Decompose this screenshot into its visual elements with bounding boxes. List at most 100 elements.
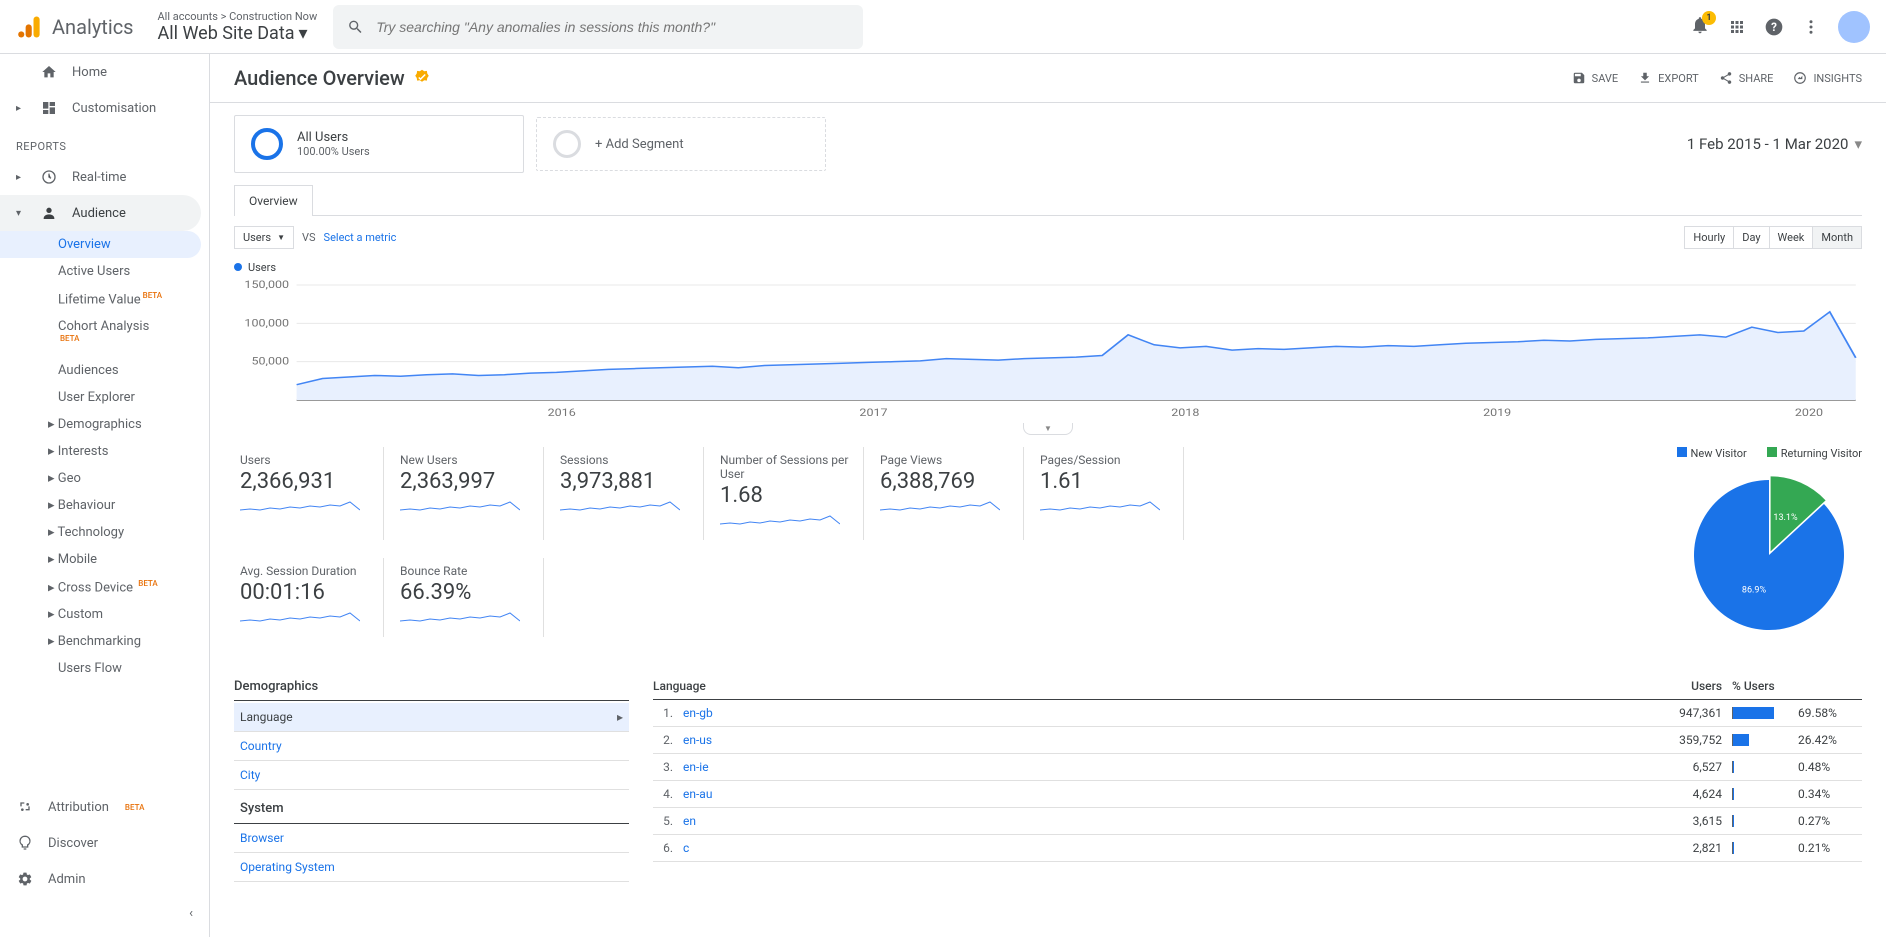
nav-behaviour[interactable]: ▸ Behaviour — [0, 492, 209, 519]
add-circle-icon — [553, 130, 581, 158]
stat-avg-session-duration[interactable]: Avg. Session Duration00:01:16 — [234, 558, 384, 637]
time-hourly[interactable]: Hourly — [1684, 226, 1734, 249]
dim-country[interactable]: Country — [234, 732, 629, 761]
lang-row[interactable]: 3.en-ie6,5270.48% — [653, 754, 1862, 781]
notifications-button[interactable]: 1 — [1690, 15, 1710, 39]
nav-discover[interactable]: Discover — [0, 825, 209, 861]
share-button[interactable]: SHARE — [1719, 71, 1774, 85]
time-month[interactable]: Month — [1812, 226, 1862, 249]
segment-circle-icon — [251, 128, 283, 160]
clock-icon — [41, 169, 57, 185]
lang-row[interactable]: 2.en-us359,75226.42% — [653, 727, 1862, 754]
insights-icon — [1793, 71, 1807, 85]
chevron-down-icon: ▾ — [1854, 135, 1862, 153]
export-button[interactable]: EXPORT — [1638, 71, 1699, 85]
lang-row[interactable]: 6.c2,8210.21% — [653, 835, 1862, 862]
account-selector[interactable]: All accounts > Construction Now All Web … — [158, 10, 318, 44]
share-icon — [1719, 71, 1733, 85]
search-icon — [347, 18, 364, 36]
insights-button[interactable]: INSIGHTS — [1793, 71, 1862, 85]
chevron-down-icon: ▾ — [299, 23, 308, 44]
svg-text:150,000: 150,000 — [244, 280, 289, 291]
nav-overview[interactable]: Overview — [0, 231, 201, 258]
time-day[interactable]: Day — [1733, 226, 1769, 249]
svg-text:50,000: 50,000 — [251, 355, 289, 367]
stat-page-views[interactable]: Page Views6,388,769 — [874, 447, 1024, 540]
verified-icon — [413, 69, 431, 87]
nav-geo[interactable]: ▸ Geo — [0, 465, 209, 492]
nav-cross-device[interactable]: ▸ Cross Device BETA — [0, 573, 209, 601]
nav-audience[interactable]: ▾Audience — [0, 195, 201, 231]
nav-active-users[interactable]: Active Users — [0, 258, 209, 285]
chart-legend-dot — [234, 263, 242, 271]
sparkline — [240, 607, 360, 627]
collapse-sidebar-button[interactable]: ‹ — [181, 898, 201, 929]
reports-label: REPORTS — [0, 126, 209, 159]
nav-technology[interactable]: ▸ Technology — [0, 519, 209, 546]
nav-custom[interactable]: ▸ Custom — [0, 601, 209, 628]
save-icon — [1572, 71, 1586, 85]
nav-admin[interactable]: Admin — [0, 861, 209, 897]
nav-demographics[interactable]: ▸ Demographics — [0, 411, 209, 438]
avatar[interactable] — [1838, 11, 1870, 43]
nav-mobile[interactable]: ▸ Mobile — [0, 546, 209, 573]
notification-badge: 1 — [1702, 11, 1716, 25]
stat-users[interactable]: Users2,366,931 — [234, 447, 384, 540]
stat-pages-session[interactable]: Pages/Session1.61 — [1034, 447, 1184, 540]
more-icon[interactable] — [1802, 18, 1820, 36]
nav-interests[interactable]: ▸ Interests — [0, 438, 209, 465]
pie-legend-new: New Visitor — [1677, 447, 1747, 460]
svg-text:2020: 2020 — [1795, 406, 1823, 418]
help-icon[interactable]: ? — [1764, 17, 1784, 37]
gear-icon — [17, 871, 33, 887]
dim-system-head: System — [234, 794, 629, 824]
primary-metric-selector[interactable]: Users▼ — [234, 226, 294, 249]
dim-os[interactable]: Operating System — [234, 853, 629, 882]
pie-chart: 13.1%86.9% — [1684, 470, 1854, 640]
nav-benchmarking[interactable]: ▸ Benchmarking — [0, 628, 209, 655]
stat-sessions[interactable]: Sessions3,973,881 — [554, 447, 704, 540]
sparkline — [240, 496, 360, 516]
tab-overview[interactable]: Overview — [234, 185, 313, 216]
nav-realtime[interactable]: ▸Real-time — [0, 159, 209, 195]
select-metric-link[interactable]: Select a metric — [324, 231, 397, 244]
segment-all-users[interactable]: All Users 100.00% Users — [234, 115, 524, 173]
svg-text:?: ? — [1771, 20, 1777, 34]
lang-row[interactable]: 1.en-gb947,36169.58% — [653, 700, 1862, 727]
nav-home[interactable]: Home — [0, 54, 209, 90]
save-button[interactable]: SAVE — [1572, 71, 1619, 85]
lang-row[interactable]: 5.en3,6150.27% — [653, 808, 1862, 835]
nav-cohort[interactable]: Cohort AnalysisBETA — [0, 313, 209, 356]
nav-attribution[interactable]: AttributionBETA — [0, 789, 209, 825]
search-bar[interactable] — [333, 5, 863, 49]
nav-audiences[interactable]: Audiences — [0, 357, 209, 384]
drag-handle[interactable]: ▼ — [1023, 423, 1073, 435]
dim-language[interactable]: Language▸ — [234, 703, 629, 732]
segment-name: All Users — [297, 130, 370, 145]
stat-bounce-rate[interactable]: Bounce Rate66.39% — [394, 558, 544, 637]
svg-text:86.9%: 86.9% — [1742, 585, 1767, 595]
date-range-picker[interactable]: 1 Feb 2015 - 1 Mar 2020▾ — [1687, 135, 1862, 153]
add-segment-button[interactable]: + Add Segment — [536, 117, 826, 171]
svg-text:2018: 2018 — [1171, 406, 1199, 418]
analytics-logo-icon — [16, 13, 44, 41]
time-week[interactable]: Week — [1769, 226, 1814, 249]
nav-lifetime-value[interactable]: Lifetime ValueBETA — [0, 285, 209, 313]
nav-user-explorer[interactable]: User Explorer — [0, 384, 209, 411]
lang-row[interactable]: 4.en-au4,6240.34% — [653, 781, 1862, 808]
nav-users-flow[interactable]: Users Flow — [0, 655, 209, 682]
stat-new-users[interactable]: New Users2,363,997 — [394, 447, 544, 540]
dim-city[interactable]: City — [234, 761, 629, 790]
search-input[interactable] — [376, 19, 849, 35]
dim-demographics-head: Demographics — [234, 679, 629, 701]
sparkline — [880, 496, 1000, 516]
stat-number-of-sessions-per-user[interactable]: Number of Sessions per User1.68 — [714, 447, 864, 540]
bulb-icon — [17, 835, 33, 851]
lang-col-pct: % Users — [1732, 679, 1862, 693]
nav-customisation[interactable]: ▸Customisation — [0, 90, 209, 126]
svg-text:100,000: 100,000 — [244, 317, 289, 329]
apps-icon[interactable] — [1728, 18, 1746, 36]
breadcrumb: All accounts > Construction Now — [158, 10, 318, 23]
dim-browser[interactable]: Browser — [234, 824, 629, 853]
svg-text:2016: 2016 — [548, 406, 576, 418]
